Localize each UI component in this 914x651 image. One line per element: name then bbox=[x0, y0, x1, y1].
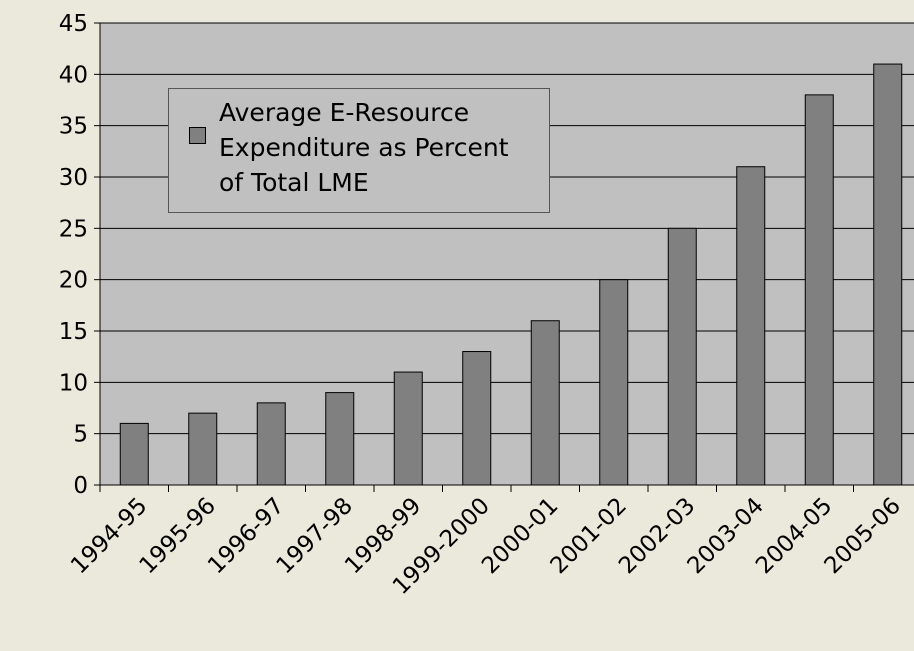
y-tick-label: 5 bbox=[73, 422, 88, 448]
y-tick-label: 25 bbox=[59, 216, 88, 242]
legend-label: Average E-Resource Expenditure as Percen… bbox=[219, 98, 509, 197]
y-tick-label: 10 bbox=[59, 370, 88, 396]
bar bbox=[530, 320, 560, 486]
y-tick-label: 35 bbox=[59, 114, 88, 140]
bar bbox=[188, 412, 218, 486]
legend: Average E-Resource Expenditure as Percen… bbox=[168, 88, 550, 213]
bar bbox=[667, 227, 697, 486]
y-tick-label: 30 bbox=[59, 165, 88, 191]
bar bbox=[119, 422, 149, 486]
y-tick-label: 15 bbox=[59, 319, 88, 345]
legend-swatch bbox=[189, 127, 206, 144]
y-tick-label: 0 bbox=[73, 473, 88, 499]
x-tick-label: 2005-06 bbox=[820, 493, 906, 579]
y-tick-label: 45 bbox=[59, 11, 88, 37]
bar bbox=[462, 351, 492, 486]
y-tick-label: 20 bbox=[59, 268, 88, 294]
bar bbox=[393, 371, 423, 486]
bar bbox=[599, 279, 629, 486]
bar bbox=[736, 166, 766, 486]
bar bbox=[873, 63, 903, 486]
bar bbox=[804, 94, 834, 486]
bar bbox=[256, 402, 286, 486]
bar bbox=[325, 392, 355, 486]
y-tick-label: 40 bbox=[59, 62, 88, 88]
